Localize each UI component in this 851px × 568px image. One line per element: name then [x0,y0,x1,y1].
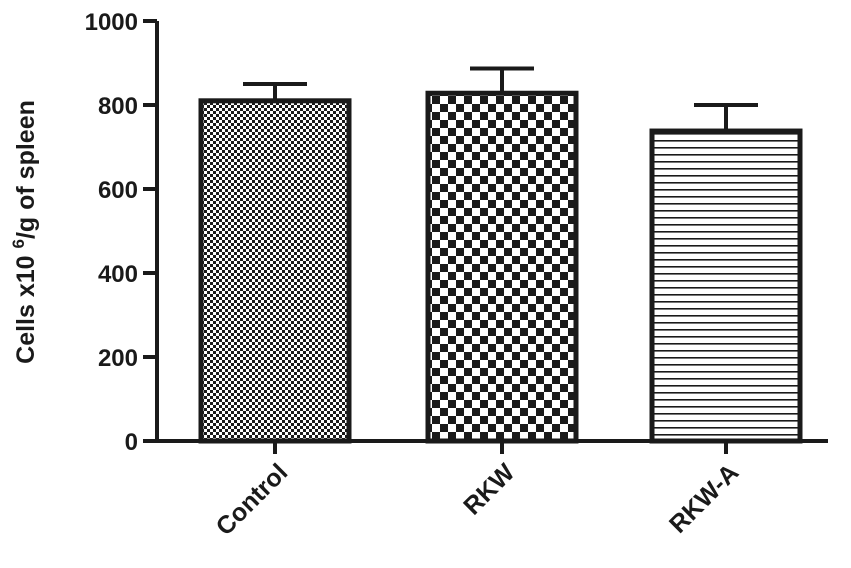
bar-rkw [425,90,579,444]
bar-control [198,98,352,444]
y-tick-label: 1000 [85,9,138,36]
bar-rkw-a [649,128,803,444]
x-tick-label: RKW [458,458,520,520]
x-tick-label: RKW-A [664,458,744,538]
plot-area: 0 200 400 600 800 1000 Control RKW RKW-A [85,9,828,541]
y-tick-label: 800 [98,93,138,120]
y-tick-label: 600 [98,177,138,204]
y-axis-title-unit: /g of spleen [12,100,40,239]
y-tick-label: 0 [125,429,138,456]
y-tick-label: 200 [98,345,138,372]
y-tick-label: 400 [98,261,138,288]
y-axis-title: Cells x10 6/g of spleen [9,100,40,364]
y-axis-title-superscript: 6 [9,239,28,248]
y-axis-title-main: Cells x10 [12,249,40,364]
x-tick-label: Control [211,458,294,541]
